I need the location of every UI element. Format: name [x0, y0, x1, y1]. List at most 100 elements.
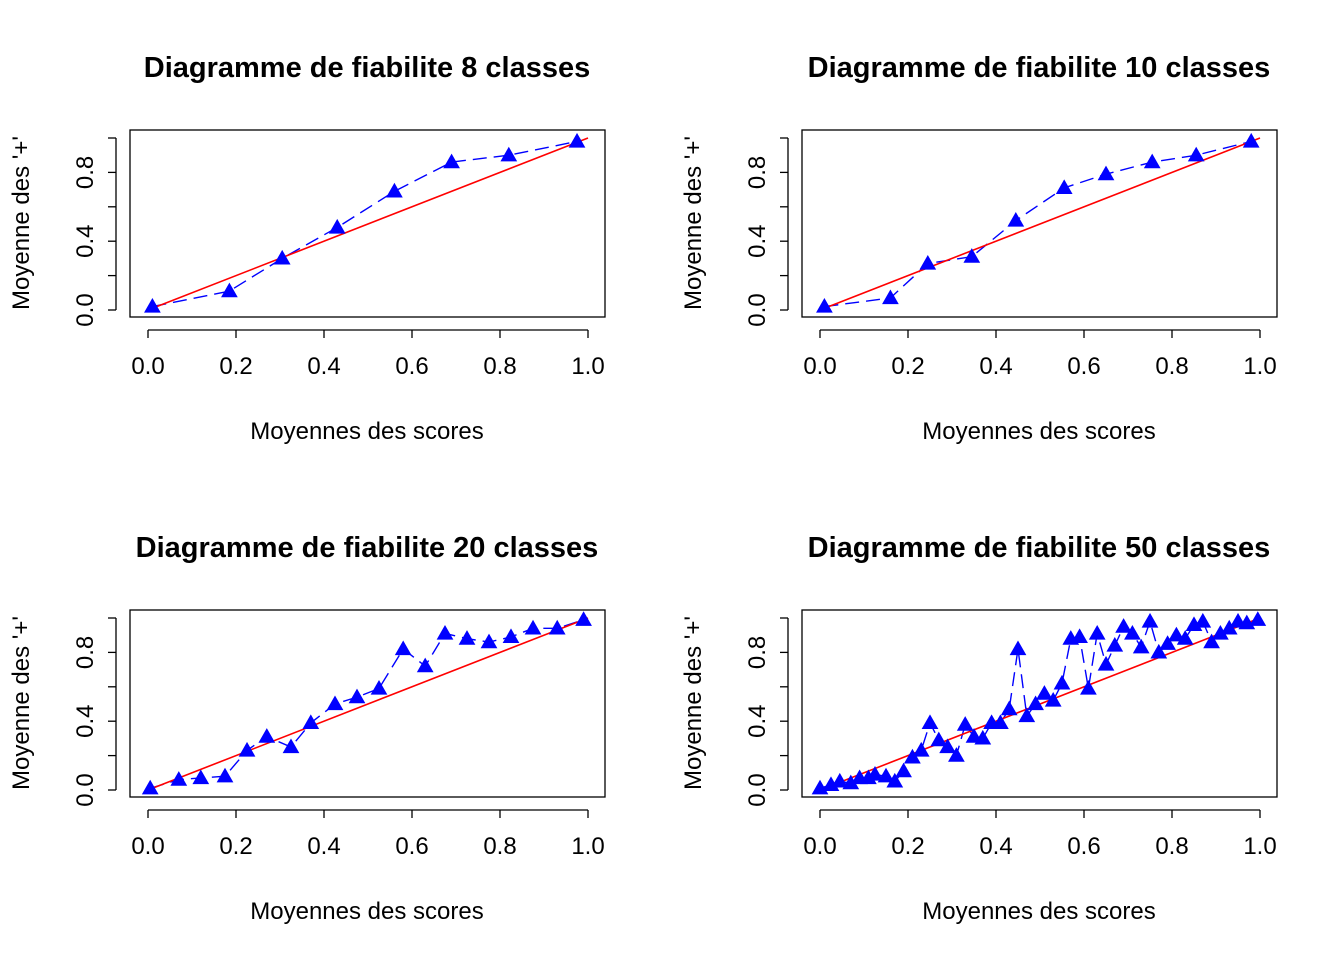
data-point-triangle — [1168, 626, 1185, 642]
data-point-triangle — [866, 766, 884, 781]
data-point-triangle — [1044, 692, 1062, 707]
data-point-triangle — [1027, 695, 1044, 711]
y-tick-label: 0.8 — [72, 156, 99, 189]
data-point-triangle — [1080, 680, 1097, 695]
data-point-triangle — [963, 248, 981, 263]
x-axis-label: Moyennes des scores — [250, 418, 483, 445]
data-point-triangle — [895, 762, 912, 778]
x-tick-label: 0.8 — [483, 833, 516, 860]
data-point-triangle — [992, 714, 1009, 730]
data-point-triangle — [386, 182, 403, 198]
y-tick-label: 0.8 — [744, 156, 771, 189]
data-point-triangle — [1055, 179, 1073, 195]
y-tick-label: 0.0 — [72, 773, 99, 806]
data-point-triangle — [216, 767, 234, 783]
data-point-triangle — [1176, 630, 1194, 645]
data-point-triangle — [273, 249, 291, 265]
x-tick-label: 0.4 — [979, 353, 1012, 380]
chart-title: Diagramme de fiabilite 50 classes — [808, 532, 1271, 564]
data-point-triangle — [1203, 633, 1220, 649]
data-point-triangle — [436, 624, 454, 640]
data-point-triangle — [1088, 624, 1106, 640]
data-point-triangle — [831, 772, 849, 788]
data-point-triangle — [919, 255, 937, 270]
y-axis-label: Moyenne des '+' — [680, 616, 707, 790]
data-point-triangle — [221, 282, 238, 298]
data-point-triangle — [921, 714, 939, 730]
data-point-triangle — [882, 289, 899, 305]
data-point-triangle — [1187, 146, 1205, 162]
data-point-triangle — [348, 688, 366, 704]
x-tick-label: 0.0 — [803, 833, 836, 860]
y-tick-label: 0.4 — [72, 225, 99, 258]
x-tick-label: 0.4 — [979, 833, 1012, 860]
chart-panel-2: Diagramme de fiabilite 10 classes 0.0 0.2 0… — [680, 52, 1278, 445]
data-point-triangle — [1053, 674, 1071, 690]
plot-frame — [129, 609, 606, 798]
x-axis-label: Moyennes des scores — [922, 418, 1155, 445]
data-point-triangle — [886, 772, 904, 788]
data-point-triangle — [548, 619, 566, 635]
chart-panel-3: Diagramme de fiabilite 20 classes 0.0 0.2 0… — [8, 532, 606, 925]
data-point-triangle — [170, 771, 188, 786]
x-tick-label: 0.8 — [1155, 353, 1188, 380]
data-point-triangle — [1141, 612, 1159, 628]
chart-title: Diagramme de fiabilite 8 classes — [144, 52, 591, 84]
data-point-triangle — [1249, 611, 1267, 626]
y-tick-label: 0.4 — [72, 705, 99, 738]
chart-title: Diagramme de fiabilite 20 classes — [136, 532, 599, 564]
x-tick-label: 0.2 — [891, 353, 924, 380]
x-tick-label: 0.4 — [307, 833, 340, 860]
x-axis-label: Moyennes des scores — [922, 898, 1155, 925]
data-point-triangle — [1115, 618, 1132, 633]
data-point-triangle — [258, 728, 276, 743]
y-tick-label: 0.4 — [744, 225, 771, 258]
data-point-triangle — [1159, 635, 1176, 650]
data-point-triangle — [1036, 685, 1053, 700]
data-point-triangle — [302, 714, 320, 730]
data-point-triangle — [1000, 700, 1018, 716]
data-point-triangle — [1018, 707, 1036, 723]
y-tick-label: 0.0 — [744, 773, 771, 806]
x-tick-label: 0.8 — [483, 353, 516, 380]
plot-frame — [801, 609, 1278, 798]
data-point-triangle — [930, 731, 948, 747]
data-point-triangle — [370, 680, 388, 695]
plot-frame — [801, 129, 1278, 318]
data-point-triangle — [416, 657, 434, 673]
x-tick-label: 0.0 — [131, 833, 164, 860]
y-tick-label: 0.8 — [744, 636, 771, 669]
x-tick-label: 0.2 — [219, 833, 252, 860]
data-point-triangle — [282, 738, 300, 754]
x-tick-label: 1.0 — [571, 833, 604, 860]
series-line — [152, 140, 578, 308]
data-point-triangle — [524, 619, 542, 635]
chart-title: Diagramme de fiabilite 10 classes — [808, 52, 1271, 84]
data-point-triangle — [394, 640, 412, 656]
data-point-triangle — [1097, 165, 1115, 181]
x-tick-label: 0.0 — [803, 353, 836, 380]
data-point-triangle — [575, 611, 592, 626]
data-point-triangle — [458, 630, 476, 645]
y-tick-label: 0.0 — [744, 293, 771, 326]
data-point-triangle — [1097, 655, 1115, 671]
data-point-triangle — [956, 716, 974, 731]
data-point-triangle — [443, 153, 460, 169]
series-line — [824, 140, 1252, 308]
data-point-triangle — [939, 738, 956, 754]
data-point-triangle — [568, 132, 586, 148]
data-point-triangle — [816, 298, 833, 313]
data-point-triangle — [192, 769, 210, 785]
y-tick-label: 0.4 — [744, 705, 771, 738]
y-tick-label: 0.0 — [72, 293, 99, 326]
data-point-triangle — [1143, 153, 1161, 169]
data-point-triangle — [1071, 628, 1088, 644]
data-point-triangle — [1150, 643, 1168, 659]
x-tick-label: 1.0 — [1243, 353, 1276, 380]
x-tick-label: 0.8 — [1155, 833, 1188, 860]
data-point-triangle — [974, 729, 992, 745]
plot-frame — [129, 129, 606, 318]
y-tick-label: 0.8 — [72, 636, 99, 669]
data-point-triangle — [238, 741, 256, 757]
